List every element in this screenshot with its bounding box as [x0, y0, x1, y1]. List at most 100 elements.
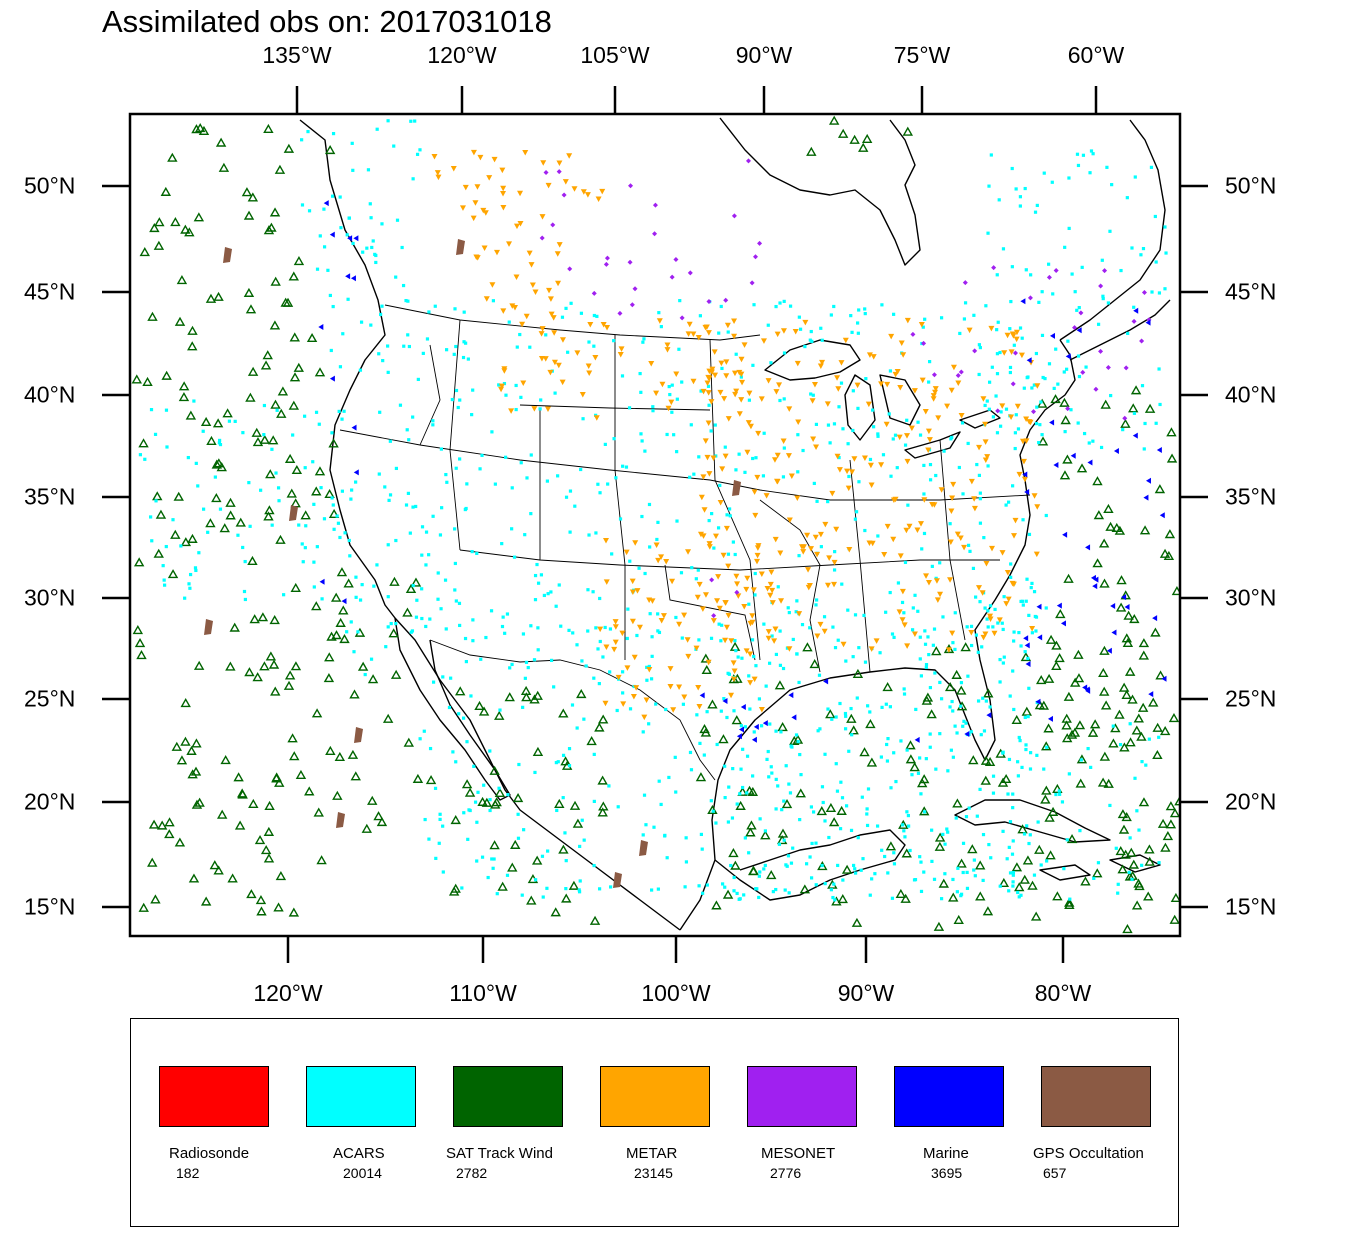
metar-marker — [987, 613, 994, 620]
marine-marker — [353, 469, 359, 476]
acars-marker — [541, 895, 545, 899]
sat-wind-marker — [367, 795, 378, 805]
sat-wind-marker — [324, 652, 335, 662]
mesonet-marker — [962, 280, 968, 286]
sat-wind-marker — [905, 754, 917, 764]
acars-marker — [453, 588, 457, 592]
acars-marker — [971, 566, 976, 570]
acars-marker — [1056, 382, 1060, 386]
acars-marker — [386, 370, 390, 374]
sat-wind-marker — [774, 680, 786, 690]
acars-marker — [528, 345, 532, 349]
acars-marker — [1116, 882, 1120, 886]
acars-marker — [457, 601, 462, 605]
acars-marker — [782, 397, 786, 401]
acars-marker — [463, 636, 468, 641]
metar-marker — [555, 362, 562, 369]
acars-marker — [317, 422, 321, 426]
metar-marker — [720, 552, 727, 559]
metar-marker — [483, 296, 490, 302]
metar-marker — [702, 592, 709, 598]
metar-marker — [773, 389, 780, 395]
acars-marker — [1017, 895, 1021, 899]
sat-wind-marker — [1014, 882, 1025, 892]
acars-marker — [926, 635, 930, 639]
metar-marker — [603, 579, 610, 585]
metar-marker — [517, 190, 524, 197]
acars-marker — [707, 403, 711, 407]
metar-marker — [868, 482, 875, 488]
left-lat-label: 50°N — [24, 172, 76, 199]
acars-marker — [1043, 376, 1047, 381]
sat-wind-marker — [1127, 694, 1138, 704]
metar-marker — [716, 605, 723, 612]
acars-marker — [823, 752, 827, 756]
sat-wind-marker — [825, 802, 837, 812]
acars-marker — [401, 283, 406, 288]
acars-marker — [618, 517, 623, 521]
acars-marker — [1118, 743, 1123, 747]
sat-wind-marker — [572, 818, 584, 828]
acars-marker — [857, 646, 861, 650]
acars-marker — [870, 877, 874, 881]
acars-marker — [938, 680, 942, 685]
acars-marker — [1142, 447, 1146, 451]
acars-marker — [955, 731, 959, 735]
sat-wind-marker — [255, 895, 267, 905]
sat-wind-marker — [187, 769, 198, 779]
acars-marker — [696, 568, 700, 572]
acars-marker — [1080, 265, 1084, 269]
observation-map[interactable] — [0, 0, 1350, 1015]
sat-wind-marker — [461, 779, 473, 789]
acars-marker — [389, 621, 393, 626]
acars-marker — [706, 384, 711, 388]
acars-marker — [1032, 383, 1036, 387]
acars-marker — [918, 855, 922, 859]
acars-marker — [1027, 686, 1031, 690]
sat-wind-marker — [156, 820, 168, 830]
acars-marker — [776, 585, 780, 589]
acars-marker — [930, 859, 934, 863]
acars-marker — [890, 896, 895, 900]
acars-marker — [768, 722, 772, 726]
acars-marker — [657, 311, 661, 315]
acars-marker — [452, 352, 456, 356]
acars-marker — [1051, 292, 1055, 296]
legend-count-metar: 23145 — [634, 1165, 673, 1181]
sat-wind-marker — [1041, 785, 1052, 795]
sat-wind-marker — [249, 614, 260, 624]
acars-marker — [865, 812, 869, 816]
sat-wind-marker — [187, 341, 198, 351]
sat-wind-marker — [176, 275, 188, 285]
acars-marker — [998, 680, 1002, 684]
sat-wind-marker — [956, 685, 967, 695]
sat-wind-marker — [241, 187, 253, 197]
acars-marker — [1132, 305, 1136, 309]
metar-marker — [728, 692, 735, 699]
sat-wind-marker — [746, 820, 757, 830]
acars-marker — [358, 368, 363, 372]
acars-marker — [510, 486, 514, 490]
metar-marker — [917, 521, 924, 527]
acars-marker — [1067, 772, 1071, 776]
acars-marker — [892, 635, 896, 640]
acars-marker — [994, 394, 998, 398]
metar-marker — [544, 406, 551, 412]
sat-wind-marker — [194, 797, 205, 807]
sat-wind-marker — [313, 807, 324, 817]
acars-marker — [984, 304, 988, 308]
acars-marker — [1157, 291, 1162, 295]
sat-wind-marker — [474, 700, 485, 711]
acars-marker — [638, 371, 642, 376]
acars-marker — [737, 452, 741, 456]
sat-wind-marker — [450, 814, 461, 825]
marine-marker — [1053, 462, 1059, 469]
acars-marker — [648, 545, 652, 549]
acars-marker — [759, 724, 764, 728]
acars-marker — [1016, 890, 1020, 895]
acars-marker — [927, 653, 931, 657]
sat-wind-marker — [1157, 818, 1169, 828]
acars-marker — [346, 297, 350, 301]
sat-wind-marker — [1163, 550, 1175, 561]
sat-wind-marker — [1152, 722, 1163, 732]
